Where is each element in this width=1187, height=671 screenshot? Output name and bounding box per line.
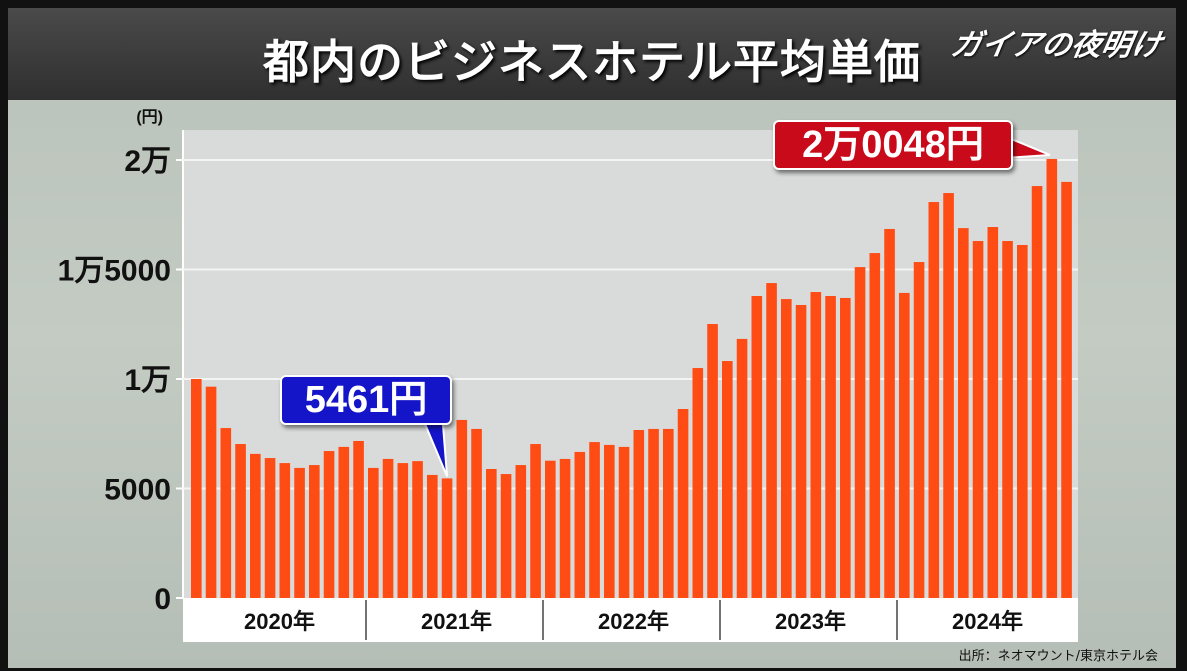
bar [987, 227, 999, 598]
bar [220, 428, 232, 598]
bar [589, 442, 600, 598]
bar [441, 478, 453, 598]
bar [722, 361, 733, 598]
bar [958, 228, 969, 598]
bar [1031, 186, 1043, 598]
bar [574, 451, 586, 598]
bar [1061, 181, 1072, 598]
title-bar: 都内のビジネスホテル平均単価 ガイアの夜明け [8, 8, 1176, 100]
bar [412, 461, 423, 598]
bar [869, 253, 881, 598]
bar [913, 262, 925, 598]
bar [795, 304, 807, 598]
bar [618, 446, 630, 598]
bar [338, 446, 350, 598]
source-note: 出所：ネオマウント/東京ホテル会 [958, 649, 1158, 664]
bar [397, 463, 409, 598]
bar [781, 299, 792, 598]
x-tick-label: 2021年 [421, 609, 492, 634]
bar [545, 460, 556, 598]
bar [309, 465, 320, 598]
bar [854, 267, 866, 598]
bar [840, 297, 851, 598]
bar [707, 324, 718, 598]
bar [294, 467, 305, 598]
low-value-callout: 5461円 [280, 375, 452, 425]
chart-title: 都内のビジネスホテル平均単価 [263, 35, 921, 89]
bar [1017, 244, 1028, 599]
bar [486, 469, 497, 598]
bar [368, 467, 379, 598]
bar-chart: 0 5000 1万 1万5000 2万 (円) 2020年 2021年 2022年 2023年 20… [58, 108, 1078, 642]
bar [264, 458, 276, 598]
bar [515, 465, 527, 598]
bar [751, 295, 763, 598]
bar [500, 474, 512, 598]
bar [810, 292, 822, 598]
y-tick-label: 1万 [124, 364, 171, 397]
bar [427, 474, 438, 598]
y-tick-label: 5000 [104, 474, 171, 507]
bar [456, 419, 468, 598]
bar [677, 409, 689, 598]
y-tick-label: 2万 [124, 145, 171, 178]
bar [972, 241, 984, 598]
bar [1002, 241, 1013, 598]
chart-frame: 都内のビジネスホテル平均単価 ガイアの夜明け 0 5000 1万 1万5000 2万 (円… [8, 8, 1176, 668]
bar [633, 430, 645, 598]
bar [943, 193, 954, 598]
bar [191, 379, 202, 598]
x-tick-label: 2022年 [598, 609, 669, 634]
bar [1046, 158, 1058, 599]
bar [250, 453, 261, 598]
bar [825, 295, 836, 598]
bar [530, 444, 541, 598]
bar [766, 283, 777, 598]
bar [235, 444, 246, 598]
y-tick-label: 1万5000 [58, 255, 171, 288]
bar [471, 428, 482, 598]
y-tick-label: 0 [154, 583, 171, 616]
bar [382, 458, 394, 598]
x-tick-label: 2023年 [775, 609, 846, 634]
bar [205, 386, 217, 598]
bar [899, 292, 910, 598]
bar [353, 440, 364, 598]
bar [884, 228, 895, 599]
bar [692, 368, 704, 598]
bar [736, 338, 748, 598]
bar [604, 444, 615, 598]
bar [663, 428, 674, 598]
x-tick-label: 2020年 [244, 609, 315, 634]
bar [648, 428, 659, 598]
bar [559, 458, 571, 598]
bar [279, 463, 291, 598]
x-tick-label: 2024年 [952, 609, 1023, 634]
x-axis-band [183, 598, 1078, 642]
high-value-callout: 2万0048円 [773, 120, 1013, 170]
bar [928, 202, 940, 598]
y-axis-unit: (円) [136, 108, 163, 126]
bar [323, 451, 335, 598]
